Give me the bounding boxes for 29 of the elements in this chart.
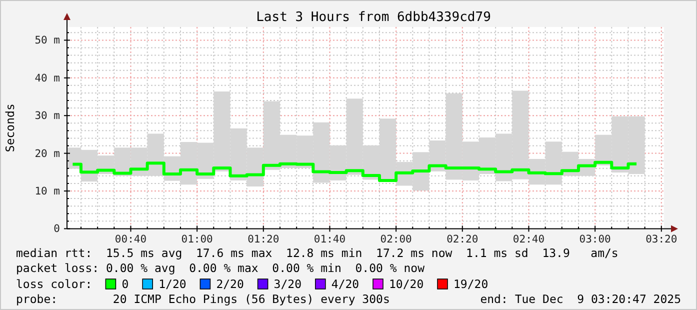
text: end: Tue Dec 9 03:20:47 2025 bbox=[480, 292, 681, 306]
legend-label: 3/20 bbox=[274, 277, 302, 291]
legend-label: 1/20 bbox=[158, 277, 186, 291]
legend-title: loss color: bbox=[16, 277, 92, 291]
y-tick-label: 10 m bbox=[34, 186, 60, 198]
chart-title: Last 3 Hours from 6dbb4339cd79 bbox=[256, 10, 491, 25]
y-tick-label: 30 m bbox=[34, 110, 60, 122]
legend-label: 10/20 bbox=[389, 277, 424, 291]
text: packet loss: 0.00 % avg 0.00 % max 0.00 % min 0.00 % now bbox=[16, 261, 425, 275]
x-tick-label: 02:40 bbox=[512, 234, 545, 246]
x-tick-label: 01:40 bbox=[314, 234, 346, 246]
y-tick-label: 50 m bbox=[34, 34, 60, 47]
x-tick-label: 03:20 bbox=[646, 234, 678, 246]
y-axis-title: Seconds bbox=[3, 104, 17, 152]
text: probe: 20 ICMP Echo Pings (56 Bytes) every 300s bbox=[16, 292, 390, 306]
x-tick-label: 02:00 bbox=[380, 234, 412, 246]
x-tick-label: 01:20 bbox=[248, 234, 280, 246]
legend-label: 2/20 bbox=[216, 277, 244, 291]
y-tick-label: 0 bbox=[54, 223, 60, 236]
legend-label: 4/20 bbox=[331, 277, 360, 291]
legend-label: 19/20 bbox=[454, 277, 488, 291]
x-tick-label: 00:40 bbox=[114, 234, 147, 246]
x-tick-label: 03:00 bbox=[579, 234, 611, 246]
x-tick-label: 01:00 bbox=[181, 234, 213, 246]
legend-label: 0 bbox=[122, 277, 129, 291]
y-tick-label: 40 m bbox=[34, 72, 60, 84]
y-tick-label: 20 m bbox=[34, 148, 60, 160]
x-tick-label: 02:20 bbox=[446, 234, 478, 246]
text: median rtt: 15.5 ms avg 17.6 ms max 12.8 ms min 17.2 ms now 1.1 ms sd 13.9 am/s bbox=[16, 246, 618, 260]
